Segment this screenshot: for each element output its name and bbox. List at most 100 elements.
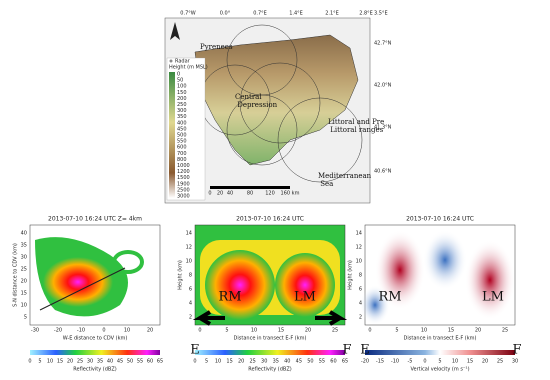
y-axis-label: S-N distance to CDV (km) (13, 243, 19, 307)
colorbar-tick: 5 (438, 359, 441, 365)
x-axis-label: Distance in transect E-F (km) (234, 336, 307, 342)
panel-title: 2013-07-10 16:24 UTC Z= 4km (48, 216, 142, 223)
legend-value: 1000 (177, 163, 190, 169)
y-tick-label: 35 (21, 243, 27, 249)
updraft-lm (465, 240, 515, 320)
region-label: Pyrenees (200, 43, 233, 51)
region-label: Central Depression (235, 93, 278, 109)
y-tick-label: 14 (356, 231, 362, 237)
x-tick-label: 20 (147, 328, 153, 334)
y-axis-label: Height (km) (348, 260, 354, 290)
scale-bar (210, 186, 290, 189)
colorbar-tick: 50 (307, 359, 313, 365)
colorbar-tick: 20 (482, 359, 488, 365)
y-tick-label: 4 (189, 301, 192, 307)
y-tick-label: 6 (359, 287, 362, 293)
colorbar-tick: 10 (215, 359, 221, 365)
colorbar-tick: 25 (497, 359, 503, 365)
legend-value: 1900 (177, 181, 190, 187)
legend-ramp (169, 72, 175, 198)
colorbar-tick: -15 (376, 359, 384, 365)
legend-value: 3000 (177, 194, 190, 200)
colorbar-3 (365, 350, 515, 355)
colorbar-label: Reflectivity (dBZ) (73, 367, 116, 373)
transect-end: F (512, 343, 521, 358)
echo-rm (205, 250, 275, 320)
colorbar-tick: 40 (107, 359, 113, 365)
scale-label: 120 (265, 191, 275, 197)
colorbar-tick: 30 (87, 359, 93, 365)
y-tick-label: 10 (21, 303, 27, 309)
transect-end: E (190, 343, 200, 358)
echo-core (43, 257, 113, 307)
y-tick-label: 20 (21, 279, 27, 285)
transect-end: F (342, 343, 351, 358)
colorbar-tick: 35 (97, 359, 103, 365)
x-tick-label: -20 (54, 328, 62, 334)
x-tick-label: 0 (198, 328, 201, 334)
lon-label: 0.7°E (253, 11, 267, 17)
cell-label: RM (218, 290, 241, 305)
x-tick-label: 25 (332, 328, 338, 334)
x-tick-label: 20 (305, 328, 311, 334)
lat-label: 41.3°N (374, 125, 392, 131)
colorbar-tick: 15 (57, 359, 63, 365)
colorbar-tick: 60 (147, 359, 153, 365)
y-tick-label: 2 (189, 315, 192, 321)
lat-label: 42.0°N (374, 83, 392, 89)
colorbar-tick: 20 (67, 359, 73, 365)
legend-value: 50 (177, 78, 183, 84)
legend-value: 150 (177, 90, 187, 96)
colorbar-label: Vertical velocity (m s⁻¹) (410, 367, 469, 373)
legend-value: 700 (177, 151, 187, 157)
scale-label: 160 km (281, 191, 300, 197)
lon-label: 0.7°W (180, 11, 195, 17)
lon-label: 2.1°E (325, 11, 339, 17)
y-tick-label: 14 (186, 231, 192, 237)
x-tick-label: 5 (225, 328, 228, 334)
colorbar-tick: 25 (250, 359, 256, 365)
downdraft (423, 230, 467, 290)
x-tick-label: -10 (77, 328, 85, 334)
x-tick-label: -30 (31, 328, 39, 334)
y-tick-label: 15 (21, 291, 27, 297)
colorbar-tick: 45 (117, 359, 123, 365)
echo-ring (112, 250, 144, 274)
y-tick-label: 5 (24, 315, 27, 321)
legend-value: 300 (177, 108, 187, 114)
x-axis-label: W-E distance to CDV (km) (63, 336, 128, 342)
legend-value: 600 (177, 145, 187, 151)
land (194, 34, 359, 166)
y-tick-label: 10 (356, 259, 362, 265)
x-tick-label: 10 (421, 328, 427, 334)
x-axis-label: Distance in transect E-F (km) (404, 336, 477, 342)
arrow-right (315, 310, 348, 326)
x-tick-label: 10 (124, 328, 130, 334)
colorbar-tick: 30 (261, 359, 267, 365)
legend-value: 2500 (177, 187, 190, 193)
x-tick-label: 5 (395, 328, 398, 334)
colorbar-tick: 30 (512, 359, 518, 365)
lat-label: 42.7°N (374, 41, 392, 47)
x-tick-label: 15 (448, 328, 454, 334)
cell-label: RM (378, 290, 401, 305)
colorbar-tick: 0 (193, 359, 196, 365)
y-tick-label: 10 (186, 259, 192, 265)
legend-value: 100 (177, 84, 187, 90)
colorbar-tick: 0 (423, 359, 426, 365)
cell-label: LM (294, 290, 316, 305)
scale-label: 40 (227, 191, 233, 197)
y-tick-label: 30 (21, 255, 27, 261)
legend-value: 400 (177, 120, 187, 126)
colorbar-tick: -20 (361, 359, 369, 365)
cell-label: LM (482, 290, 504, 305)
legend-value: 200 (177, 96, 187, 102)
colorbar-tick: 5 (205, 359, 208, 365)
x-tick-label: 25 (502, 328, 508, 334)
y-tick-label: 12 (186, 245, 192, 251)
scale-label: 20 (217, 191, 223, 197)
colorbar-tick: 35 (273, 359, 279, 365)
colorbar-tick: -10 (391, 359, 399, 365)
colorbar-tick: 65 (342, 359, 348, 365)
